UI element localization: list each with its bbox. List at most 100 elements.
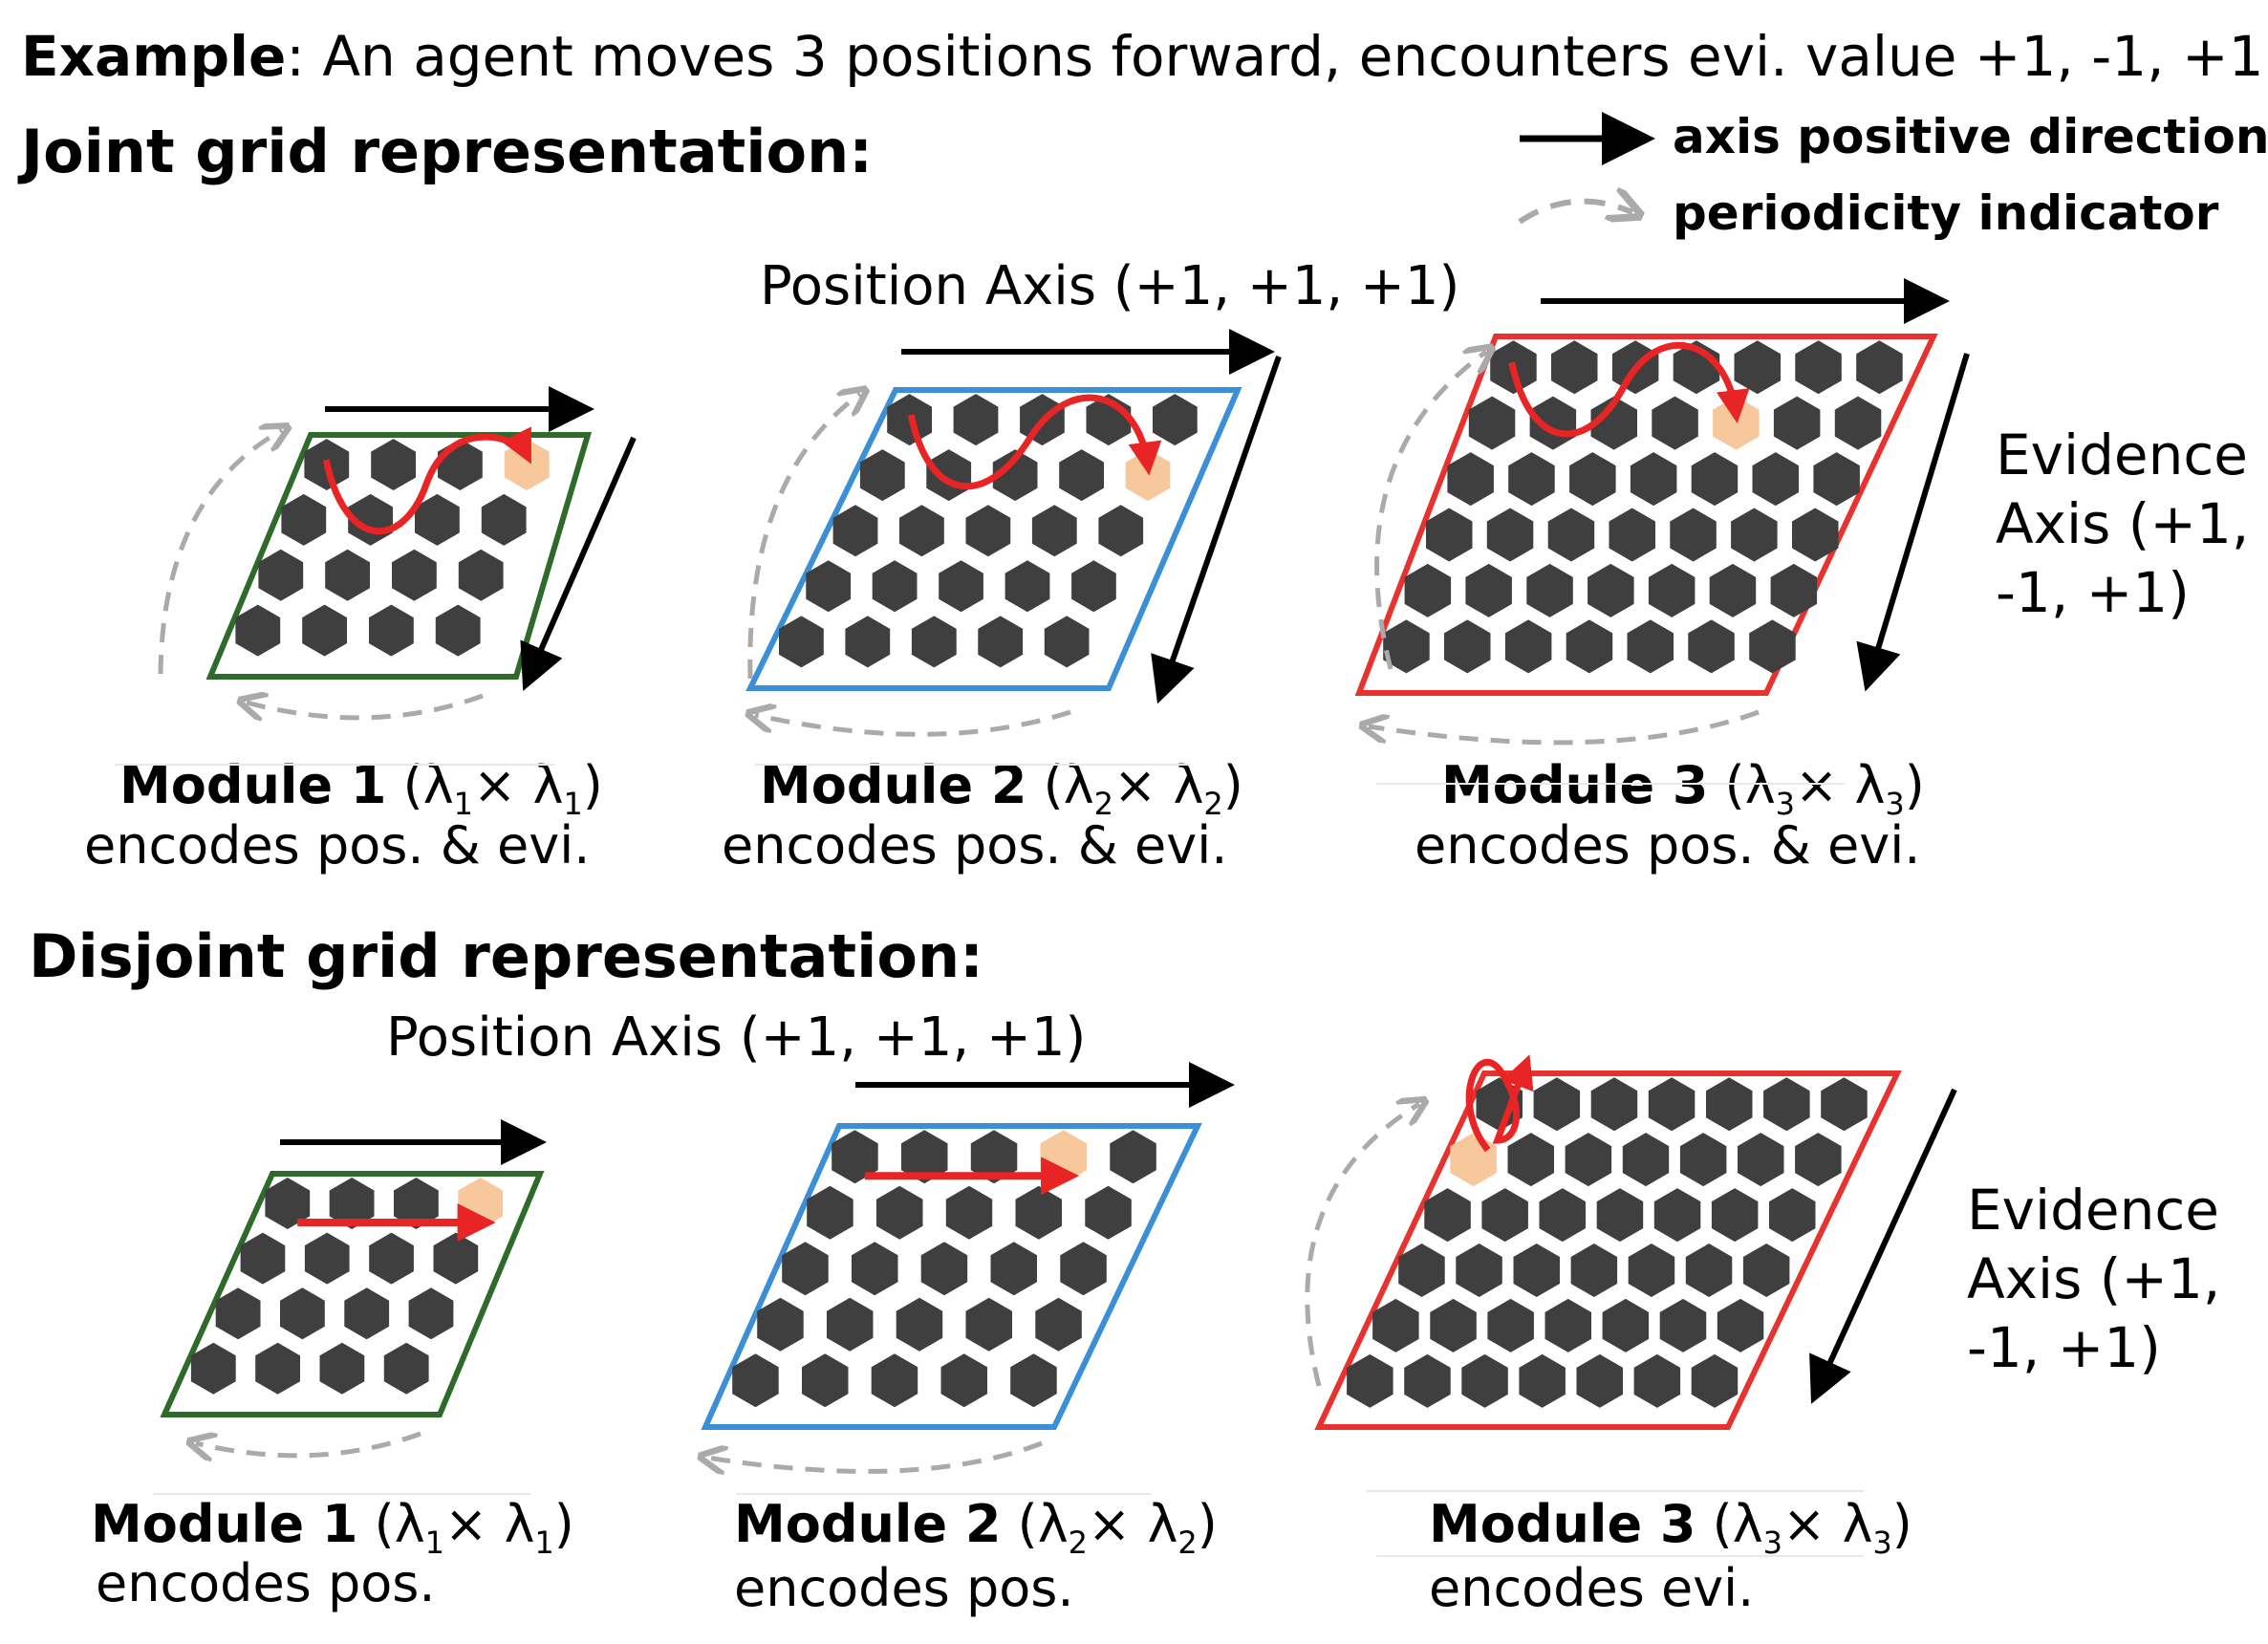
- joint-module-1-cell: [235, 604, 281, 657]
- disjoint-module-3-cell: [1717, 1298, 1764, 1352]
- disjoint-module-3-cell: [1596, 1188, 1644, 1243]
- joint-module-3-cell: [1508, 452, 1555, 507]
- joint-module-3-cell: [1526, 563, 1573, 617]
- joint-module-3-cell: [1752, 452, 1799, 507]
- joint-module-2-periodicity-arc-position: [755, 712, 1071, 737]
- joint-evidence-line-1: Evidence: [1996, 422, 2248, 487]
- joint-module-3-cell: [1383, 619, 1430, 674]
- joint-module-2-cell: [965, 505, 1011, 557]
- disjoint-evidence-line-1: Evidence: [1967, 1178, 2219, 1243]
- joint-module-2-cell: [939, 560, 983, 613]
- disjoint-module-1-periodicity-arc-position: [196, 1434, 421, 1456]
- disjoint-module-1-cell: [304, 1232, 350, 1285]
- joint-module-3-cell: [1691, 452, 1739, 507]
- disjoint-module-3-cell: [1742, 1244, 1790, 1297]
- disjoint-evidence-axis-label: Evidence Axis (+1, -1, +1): [1967, 1176, 2220, 1382]
- disjoint-module-3-cell: [1533, 1077, 1581, 1132]
- disjoint-module-3-cell: [1590, 1077, 1638, 1132]
- disjoint-module-3-cell: [1769, 1188, 1816, 1243]
- disjoint-module-2-cell: [802, 1353, 849, 1408]
- joint-module-1-periodicity-arc-position: [247, 696, 484, 718]
- disjoint-module-3-current-cell: [1450, 1133, 1497, 1187]
- legend-axis-positive: axis positive direction: [1673, 109, 2268, 164]
- joint-module-3-cell: [1813, 452, 1860, 507]
- disjoint-heading: Disjoint grid representation:: [29, 921, 983, 991]
- joint-module-2-cell: [899, 505, 944, 557]
- joint-module-1-desc: encodes pos. & evi.: [84, 815, 591, 876]
- joint-module-3-cell: [1670, 508, 1717, 562]
- disjoint-module-2-cell: [896, 1297, 943, 1352]
- disjoint-module-3-cell: [1513, 1244, 1560, 1297]
- disjoint-module-2-cell: [970, 1130, 1018, 1184]
- joint-module-1-trajectory: [322, 426, 531, 535]
- joint-module-3-cell: [1569, 452, 1616, 507]
- disjoint-module-3-cell: [1602, 1298, 1650, 1352]
- joint-module-2-cell: [926, 449, 972, 502]
- joint-module-3-cell: [1734, 340, 1781, 395]
- joint-module-1-cell: [392, 549, 437, 601]
- joint-module-3-cell: [1590, 396, 1637, 450]
- disjoint-evidence-line-2: Axis (+1,: [1967, 1246, 2221, 1311]
- joint-module-3-cell: [1426, 508, 1473, 562]
- disjoint-module-3: [1305, 1054, 1957, 1430]
- disjoint-module-1-name: Module 1: [91, 1494, 358, 1554]
- joint-module-2-name: Module 2: [760, 755, 1027, 815]
- disjoint-module-2-cell: [940, 1353, 987, 1408]
- joint-module-2-cell: [978, 616, 1024, 668]
- joint-evidence-line-3: -1, +1): [1996, 560, 2190, 625]
- joint-module-3-cell: [1834, 396, 1882, 450]
- disjoint-module-3-cell: [1398, 1244, 1445, 1297]
- joint-position-axis-label: Position Axis (+1, +1, +1): [760, 255, 1460, 317]
- disjoint-module-3-cell: [1685, 1244, 1733, 1297]
- disjoint-module-3-frame: [1314, 1071, 1902, 1430]
- disjoint-module-3-evidence-axis-arrow: [1809, 1088, 1957, 1404]
- disjoint-module-1-title: Module 1 (λ1× λ1): [91, 1494, 574, 1561]
- disjoint-module-1-cell: [190, 1342, 236, 1395]
- disjoint-module-2-cell: [1035, 1297, 1082, 1352]
- joint-module-1: [158, 386, 637, 718]
- disjoint-module-2-name: Module 2: [734, 1494, 1002, 1554]
- example-label: Example: [21, 24, 287, 89]
- disjoint-module-3-cell: [1821, 1077, 1868, 1132]
- disjoint-module-1-cell: [240, 1232, 286, 1285]
- disjoint-module-3-cell: [1633, 1353, 1681, 1408]
- disjoint-module-2-cell: [827, 1297, 874, 1352]
- disjoint-module-3-cell: [1622, 1133, 1670, 1187]
- joint-module-1-title: Module 1 (λ1× λ1): [119, 755, 603, 822]
- joint-module-3-cell: [1749, 619, 1796, 674]
- disjoint-module-3-cell: [1576, 1353, 1623, 1408]
- joint-module-1-current-cell: [504, 439, 550, 490]
- disjoint-module-1-cell: [394, 1178, 439, 1229]
- disjoint-module-2-cell: [782, 1242, 829, 1296]
- joint-module-1-cell: [281, 493, 327, 546]
- joint-module-3-periodicity-arc-position: [1369, 709, 1760, 746]
- joint-module-1-cell: [369, 604, 414, 657]
- joint-module-3-frame: [1354, 334, 1938, 696]
- disjoint-module-3-cell: [1679, 1133, 1727, 1187]
- joint-module-3-cell: [1795, 340, 1842, 395]
- joint-module-3-cell: [1468, 396, 1516, 450]
- disjoint-module-3-cell: [1653, 1188, 1701, 1243]
- disjoint-module-2-cell: [901, 1130, 948, 1184]
- joint-module-3-title: Module 3 (λ3× λ3): [1441, 755, 1925, 822]
- joint-module-3-trajectory: [1508, 341, 1750, 438]
- joint-module-3-cell: [1652, 396, 1698, 450]
- disjoint-module-2-cell: [945, 1185, 993, 1240]
- disjoint-module-3-cell: [1706, 1077, 1753, 1132]
- joint-module-3-cell: [1770, 563, 1818, 617]
- joint-module-3-cell: [1486, 508, 1534, 562]
- disjoint-module-3-cell: [1691, 1353, 1739, 1408]
- disjoint-module-3-cell: [1404, 1353, 1451, 1408]
- disjoint-module-3-cell: [1430, 1298, 1477, 1352]
- disjoint-module-1: [160, 1119, 547, 1456]
- joint-module-3: [1354, 278, 1970, 746]
- disjoint-module-3-cell: [1544, 1298, 1591, 1352]
- joint-module-3-cell: [1792, 508, 1839, 562]
- joint-module-2-cell: [832, 505, 878, 557]
- disjoint-module-3-cell: [1763, 1077, 1810, 1132]
- joint-module-3-cell: [1566, 619, 1613, 674]
- disjoint-module-3-cell: [1347, 1353, 1393, 1408]
- joint-module-2-cell: [1044, 616, 1090, 668]
- joint-module-2-evidence-axis-arrow: [1151, 356, 1282, 704]
- disjoint-module-1-frame: [160, 1171, 545, 1417]
